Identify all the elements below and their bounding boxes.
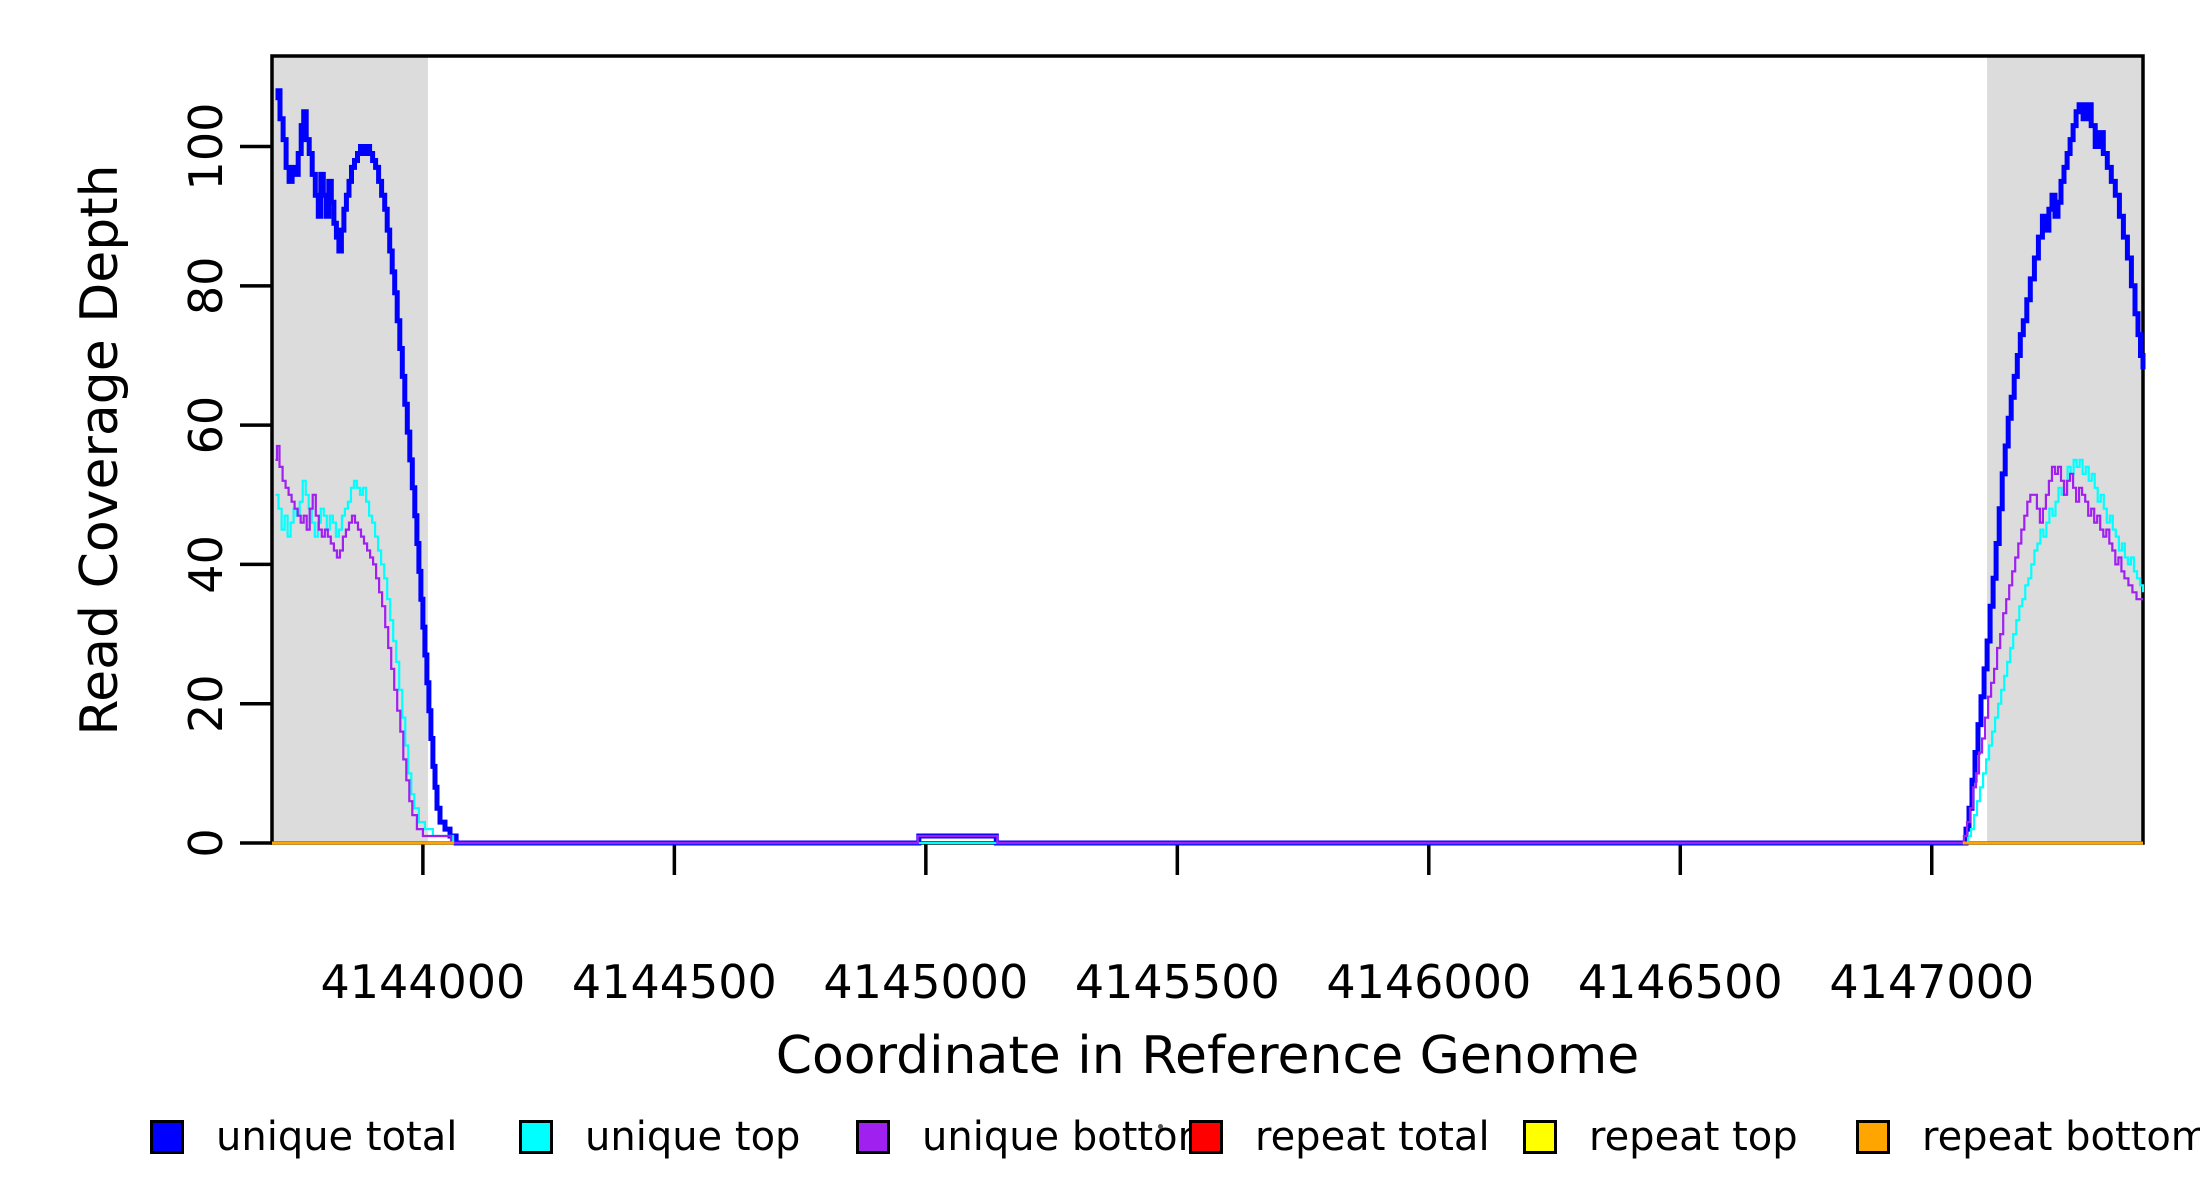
series-unique-top xyxy=(275,458,2145,845)
y-tick-label: 20 xyxy=(179,674,233,733)
x-tick-label: 4147000 xyxy=(1829,955,2034,1009)
plot-frame xyxy=(270,54,2145,845)
x-tick-label: 4144500 xyxy=(572,955,777,1009)
x-tick-label: 4145000 xyxy=(823,955,1028,1009)
y-tick-label: 60 xyxy=(179,396,233,455)
series-unique-total xyxy=(275,88,2146,846)
series-unique-bottom xyxy=(275,444,2143,845)
x-tick-label: 4146500 xyxy=(1578,955,1783,1009)
y-axis-title: Read Coverage Depth xyxy=(70,164,130,736)
y-tick-label: 100 xyxy=(179,103,233,191)
y-tick-label: 80 xyxy=(179,257,233,316)
y-tick-label: 0 xyxy=(179,828,233,857)
x-axis-title: Coordinate in Reference Genome xyxy=(775,1026,1640,1086)
stray-dot-artifact xyxy=(1158,1124,1163,1129)
y-tick-label: 40 xyxy=(179,535,233,594)
x-tick-label: 4145500 xyxy=(1075,955,1280,1009)
x-tick-label: 4146000 xyxy=(1326,955,1531,1009)
x-tick-label: 4144000 xyxy=(320,955,525,1009)
